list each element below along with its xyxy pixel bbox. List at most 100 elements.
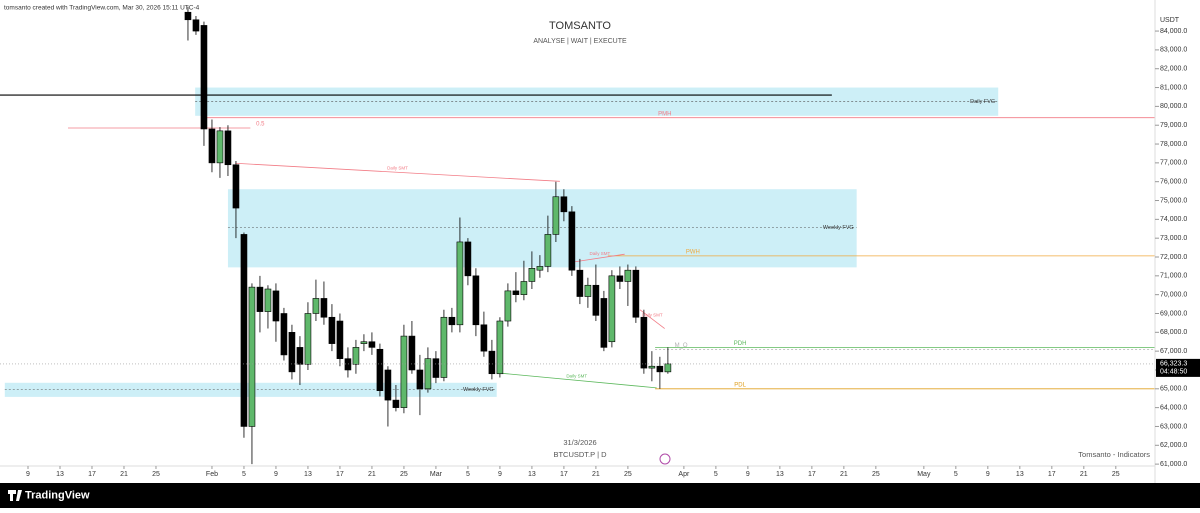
x-tick-label: 21 (1080, 471, 1088, 478)
x-tick-label: 25 (1112, 471, 1120, 478)
y-tick-label: 72,000.0 (1160, 254, 1187, 261)
y-tick-label: 73,000.0 (1160, 235, 1187, 242)
footer-brand: TradingView (25, 489, 90, 501)
candle-body (320, 298, 328, 318)
x-tick-label: 21 (840, 471, 848, 478)
candle-body (440, 316, 448, 378)
x-tick-label: 21 (368, 471, 376, 478)
candle-body (480, 324, 488, 352)
x-tick-label: Mar (430, 471, 443, 478)
y-tick-label: 79,000.0 (1160, 122, 1187, 129)
x-tick-label: 17 (88, 471, 96, 478)
candle-body (496, 320, 504, 375)
candle-body (664, 363, 672, 373)
y-tick-label: 71,000.0 (1160, 273, 1187, 280)
candle-body (256, 286, 264, 312)
candle-body (560, 196, 568, 213)
candle-body (240, 234, 248, 427)
candle-body (312, 298, 320, 314)
y-tick-label: 67,000.0 (1160, 348, 1187, 355)
x-tick-label: Apr (678, 471, 690, 478)
indicator: Tomsanto - Indicators (1078, 450, 1150, 459)
y-tick-label: 61,000.0 (1160, 461, 1187, 468)
y-tick-label: 62,000.0 (1160, 442, 1187, 449)
x-tick-label: 9 (746, 471, 750, 478)
x-tick-label: 9 (274, 471, 278, 478)
candle-body (488, 350, 496, 375)
candle-body (336, 320, 344, 359)
icon[interactable] (659, 453, 671, 465)
smt-label: Daily SMT (566, 374, 587, 379)
smt-line (235, 162, 560, 182)
candle-body (376, 348, 384, 391)
candle-body (552, 196, 560, 235)
x-tick-label: 25 (400, 471, 408, 478)
x-tick-label: 13 (1016, 471, 1024, 478)
y-tick-label: 65,000.0 (1160, 386, 1187, 393)
candle-body (648, 365, 656, 369)
fvg-label: Daily FVG (970, 99, 995, 105)
x-tick-label: 25 (872, 471, 880, 478)
x-tick-label: 25 (624, 471, 632, 478)
candle-body (656, 365, 664, 373)
y-tick-label: 82,000.0 (1160, 66, 1187, 73)
x-tick-label: 17 (560, 471, 568, 478)
candle-body (424, 358, 432, 390)
candle-body (200, 25, 208, 130)
candle-body (520, 281, 528, 295)
candle-body (600, 298, 608, 348)
candle-body (408, 335, 416, 371)
x-tick-label: 21 (592, 471, 600, 478)
candle-body (344, 358, 352, 371)
candle-body (632, 269, 640, 318)
y-tick-label: 63,000.0 (1160, 423, 1187, 430)
x-tick-label: 13 (304, 471, 312, 478)
candle-body (464, 241, 472, 277)
footer-bar (0, 483, 1200, 508)
candle-body (272, 290, 280, 322)
candle-body (640, 316, 648, 369)
candle-body (216, 130, 224, 164)
last-price-label: 66,323.3 (1160, 361, 1187, 368)
countdown: 04:48:50 (1160, 369, 1187, 376)
x-tick-label: Feb (206, 471, 218, 478)
candle-body (184, 11, 192, 21)
candle-body (264, 288, 272, 312)
x-tick-label: 17 (1048, 471, 1056, 478)
y-tick-label: 64,000.0 (1160, 404, 1187, 411)
candle-body (504, 290, 512, 322)
fvg-zone (227, 189, 857, 268)
candle-body (584, 284, 592, 297)
candle-body (288, 332, 296, 373)
y-tick-label: 80,000.0 (1160, 103, 1187, 110)
smt-label: Daily SMT (642, 312, 663, 317)
smt-line (496, 372, 657, 389)
candle-body (392, 399, 400, 408)
header: tomsanto created with TradingView.com, M… (4, 5, 200, 12)
x-tick-label: 9 (986, 471, 990, 478)
candle-body (432, 358, 440, 378)
candle-body (472, 275, 480, 326)
candle-body (208, 128, 216, 164)
level-label: PWH (686, 249, 700, 255)
candle-body (352, 347, 360, 365)
y-tick-label: 68,000.0 (1160, 329, 1187, 336)
x-tick-label: 17 (808, 471, 816, 478)
candle-body (544, 234, 552, 267)
level-label: PMH (658, 111, 671, 117)
candle-body (360, 341, 368, 344)
x-tick-label: 21 (120, 471, 128, 478)
x-tick-label: 13 (56, 471, 64, 478)
symbol: BTCUSDT.P | D (553, 450, 607, 459)
y-tick-label: 83,000.0 (1160, 47, 1187, 54)
candle-body (416, 369, 424, 390)
candle-body (328, 316, 336, 344)
fvg-label: Weekly FVG (823, 225, 854, 231)
fvg-label: Weekly FVG (463, 387, 494, 393)
x-tick-label: 5 (954, 471, 958, 478)
candle-body (536, 266, 544, 271)
candle-body (368, 341, 376, 348)
level-label: 0.5 (256, 122, 265, 128)
